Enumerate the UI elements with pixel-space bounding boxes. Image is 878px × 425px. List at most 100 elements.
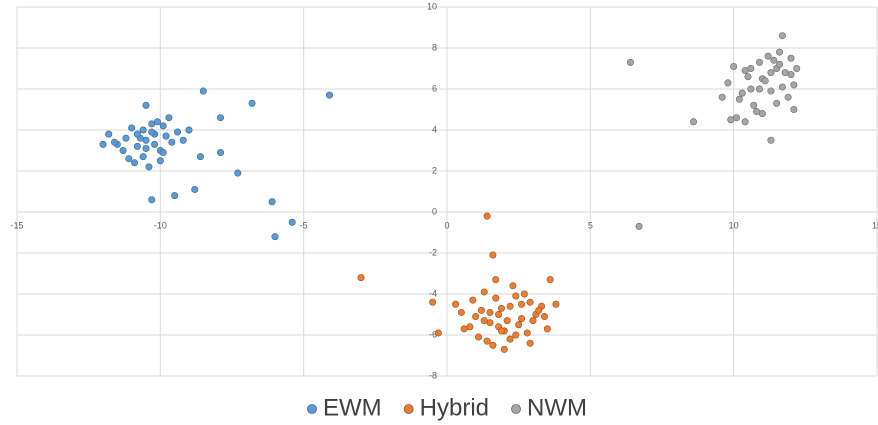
- point: [148, 128, 156, 136]
- legend-marker: [403, 404, 414, 414]
- point: [497, 304, 505, 312]
- point: [787, 71, 795, 79]
- point: [755, 85, 763, 93]
- point: [142, 101, 150, 109]
- point: [776, 48, 784, 56]
- y-tick-label: -2: [429, 247, 437, 257]
- point: [191, 185, 199, 193]
- point: [429, 298, 437, 306]
- point: [750, 101, 758, 109]
- point: [744, 73, 752, 81]
- point: [515, 321, 523, 329]
- point: [434, 329, 442, 337]
- point: [526, 298, 534, 306]
- point: [165, 114, 173, 122]
- point: [159, 149, 167, 157]
- point: [151, 140, 159, 148]
- x-tick-label: 0: [444, 220, 449, 230]
- point: [741, 118, 749, 126]
- point: [457, 308, 465, 316]
- point: [761, 77, 769, 85]
- point: [767, 87, 775, 95]
- point: [790, 106, 798, 114]
- point: [142, 144, 150, 152]
- point: [475, 333, 483, 341]
- point: [248, 99, 256, 107]
- point: [477, 306, 485, 314]
- point: [500, 345, 508, 353]
- legend-marker: [307, 404, 317, 414]
- point: [452, 300, 460, 308]
- legend-label: EWM: [323, 394, 382, 421]
- point: [171, 192, 179, 200]
- point: [635, 222, 643, 230]
- point: [787, 54, 795, 62]
- point: [767, 136, 775, 144]
- point: [776, 60, 784, 68]
- point: [503, 317, 511, 325]
- point: [747, 85, 755, 93]
- point: [174, 128, 182, 136]
- point: [778, 83, 786, 91]
- point: [185, 126, 193, 134]
- point: [690, 118, 698, 126]
- point: [518, 315, 526, 323]
- point: [718, 93, 726, 101]
- point: [730, 62, 738, 70]
- point: [483, 337, 491, 345]
- point: [489, 341, 497, 349]
- point: [509, 282, 517, 290]
- point: [288, 218, 296, 226]
- point: [128, 124, 136, 132]
- y-tick-label: 0: [432, 206, 437, 216]
- y-tick-label: 10: [427, 1, 437, 11]
- point: [540, 313, 548, 321]
- point: [234, 169, 242, 177]
- legend-marker: [511, 404, 521, 414]
- point: [747, 65, 755, 73]
- y-tick-label: 6: [432, 83, 437, 93]
- legend-label: NWM: [527, 394, 587, 421]
- point: [196, 153, 204, 161]
- point: [770, 56, 778, 64]
- point: [168, 138, 176, 146]
- point: [758, 110, 766, 118]
- point: [122, 134, 130, 142]
- point: [790, 81, 798, 89]
- x-tick-label: -15: [10, 220, 23, 230]
- y-tick-label: 2: [432, 165, 437, 175]
- point: [518, 300, 526, 308]
- point: [469, 296, 477, 304]
- point: [764, 52, 772, 60]
- point: [486, 308, 494, 316]
- point: [145, 163, 153, 171]
- point: [755, 58, 763, 66]
- point: [217, 149, 225, 157]
- y-tick-label: -8: [429, 370, 437, 380]
- point: [325, 91, 333, 99]
- point: [506, 335, 514, 343]
- point: [523, 329, 531, 337]
- point: [512, 331, 520, 339]
- point: [159, 122, 167, 130]
- point: [460, 325, 468, 333]
- point: [110, 138, 118, 146]
- point: [778, 32, 786, 40]
- point: [724, 79, 732, 87]
- point: [546, 276, 554, 284]
- x-tick-label: 15: [872, 220, 878, 230]
- point: [512, 292, 520, 300]
- y-tick-label: 8: [432, 42, 437, 52]
- point: [784, 93, 792, 101]
- x-tick-label: -5: [300, 220, 308, 230]
- point: [119, 147, 127, 155]
- point: [268, 198, 276, 206]
- point: [480, 288, 488, 296]
- point: [727, 116, 735, 124]
- point: [489, 251, 497, 259]
- point: [148, 120, 156, 128]
- point: [199, 87, 207, 95]
- point: [125, 155, 133, 163]
- point: [133, 130, 141, 138]
- y-tick-label: -6: [429, 329, 437, 339]
